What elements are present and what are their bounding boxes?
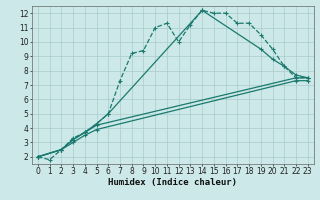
X-axis label: Humidex (Indice chaleur): Humidex (Indice chaleur) — [108, 178, 237, 187]
